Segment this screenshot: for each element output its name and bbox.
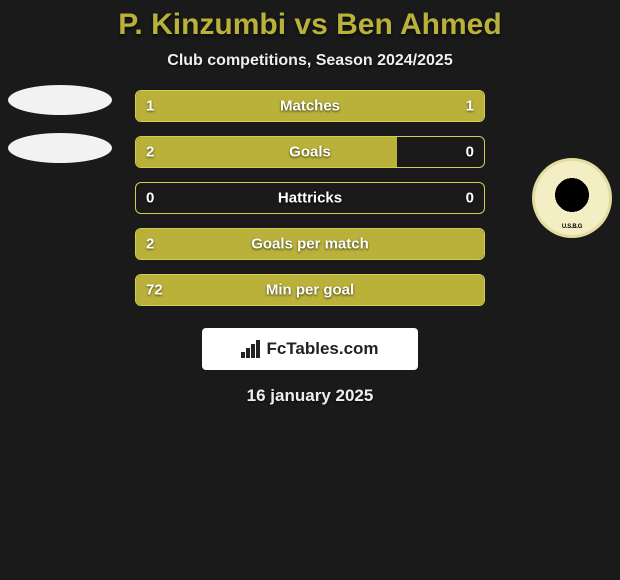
stat-row: 72 Min per goal — [135, 274, 485, 306]
stat-value-left: 2 — [146, 144, 154, 161]
stat-row: 0 0 Hattricks — [135, 182, 485, 214]
stats-area: 1 1 Matches 2 0 Goals 0 0 Hattricks 2 Goals per ma… — [0, 90, 620, 306]
page-title: P. Kinzumbi vs Ben Ahmed — [0, 8, 620, 42]
stat-label: Hattricks — [278, 190, 342, 207]
date-label: 16 january 2025 — [0, 386, 620, 406]
stat-label: Matches — [280, 98, 340, 115]
stat-row: 2 0 Goals — [135, 136, 485, 168]
player-left-avatar-group — [8, 85, 112, 163]
branding-box: FcTables.com — [202, 328, 418, 370]
club-badge-icon — [532, 158, 612, 238]
bar-chart-icon — [241, 340, 260, 358]
avatar-placeholder-icon — [8, 85, 112, 115]
player-right-club-badge — [532, 158, 612, 238]
stat-value-right: 0 — [466, 190, 474, 207]
stat-value-right: 0 — [466, 144, 474, 161]
stat-value-right: 1 — [466, 98, 474, 115]
page-subtitle: Club competitions, Season 2024/2025 — [0, 52, 620, 70]
infographic-root: P. Kinzumbi vs Ben Ahmed Club competitio… — [0, 0, 620, 406]
stat-label: Min per goal — [266, 282, 354, 299]
stat-value-left: 0 — [146, 190, 154, 207]
stat-label: Goals per match — [251, 236, 369, 253]
stat-value-left: 1 — [146, 98, 154, 115]
stat-row: 1 1 Matches — [135, 90, 485, 122]
comparison-bars: 1 1 Matches 2 0 Goals 0 0 Hattricks 2 Goals per ma… — [135, 90, 485, 306]
avatar-placeholder-icon — [8, 133, 112, 163]
stat-value-left: 2 — [146, 236, 154, 253]
branding-text: FcTables.com — [266, 339, 378, 359]
stat-label: Goals — [289, 144, 331, 161]
stat-value-left: 72 — [146, 282, 163, 299]
bar-fill-left — [136, 137, 397, 167]
stat-row: 2 Goals per match — [135, 228, 485, 260]
